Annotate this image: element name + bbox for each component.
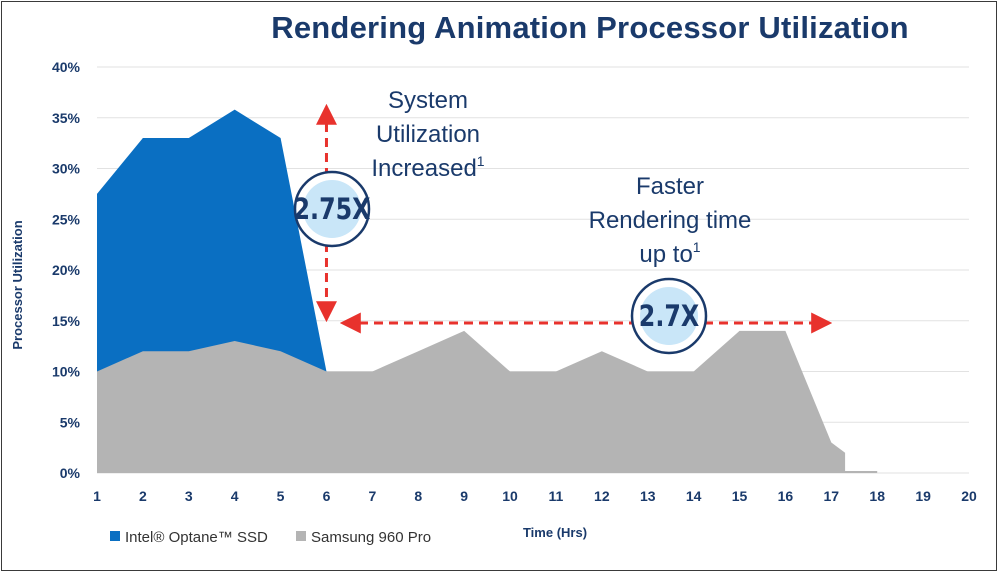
badge-rendering-fill bbox=[640, 287, 698, 345]
x-tick-label: 1 bbox=[93, 488, 101, 504]
x-tick-label: 11 bbox=[549, 488, 564, 504]
legend-swatch-intel-optane bbox=[110, 531, 120, 541]
x-tick-label: 5 bbox=[277, 488, 285, 504]
annotation-utilization-line: Increased1 bbox=[371, 153, 484, 182]
x-tick-label: 10 bbox=[502, 488, 518, 504]
legend-swatch-samsung-960 bbox=[296, 531, 306, 541]
x-tick-label: 7 bbox=[368, 488, 376, 504]
x-tick-label: 13 bbox=[640, 488, 656, 504]
annotation-rendering-line: Faster bbox=[636, 173, 704, 200]
y-tick-label: 15% bbox=[52, 313, 81, 329]
x-tick-label: 18 bbox=[869, 488, 885, 504]
y-axis-title: Processor Utilization bbox=[10, 220, 25, 349]
footnote-superscript: 1 bbox=[477, 153, 485, 169]
y-tick-label: 25% bbox=[52, 211, 81, 227]
x-tick-label: 9 bbox=[460, 488, 468, 504]
x-tick-label: 4 bbox=[231, 488, 239, 504]
x-tick-label: 19 bbox=[915, 488, 931, 504]
y-tick-label: 40% bbox=[52, 59, 81, 75]
y-tick-label: 10% bbox=[52, 364, 81, 380]
series-area-samsung-960 bbox=[97, 330, 878, 473]
annotation-rendering-line: up to1 bbox=[639, 239, 700, 268]
legend-label-intel-optane: Intel® Optane™ SSD bbox=[125, 529, 268, 546]
x-tick-label: 17 bbox=[824, 488, 840, 504]
x-tick-label: 8 bbox=[414, 488, 422, 504]
footnote-superscript: 1 bbox=[693, 239, 701, 255]
annotation-utilization-line: Utilization bbox=[376, 121, 480, 148]
y-tick-label: 5% bbox=[60, 414, 81, 430]
x-tick-label: 12 bbox=[594, 488, 610, 504]
x-tick-label: 15 bbox=[732, 488, 748, 504]
x-tick-label: 14 bbox=[686, 488, 702, 504]
y-tick-label: 35% bbox=[52, 110, 81, 126]
x-tick-label: 6 bbox=[323, 488, 331, 504]
annotation-rendering-line: Rendering time bbox=[589, 207, 752, 234]
x-tick-label: 2 bbox=[139, 488, 147, 504]
x-tick-label: 20 bbox=[961, 488, 977, 504]
x-axis-title: Time (Hrs) bbox=[523, 525, 587, 540]
y-tick-label: 20% bbox=[52, 262, 81, 278]
y-tick-label: 0% bbox=[60, 465, 81, 481]
y-tick-label: 30% bbox=[52, 161, 81, 177]
x-tick-label: 3 bbox=[185, 488, 193, 504]
badge-utilization-fill bbox=[303, 180, 361, 238]
chart-title: Rendering Animation Processor Utilizatio… bbox=[271, 10, 909, 45]
x-tick-label: 16 bbox=[778, 488, 794, 504]
badge-rendering-label: 2.7X bbox=[639, 300, 699, 334]
legend-label-samsung-960: Samsung 960 Pro bbox=[311, 529, 431, 546]
annotation-utilization-line: System bbox=[388, 87, 468, 114]
badge-utilization-label: 2.75X bbox=[294, 193, 371, 227]
